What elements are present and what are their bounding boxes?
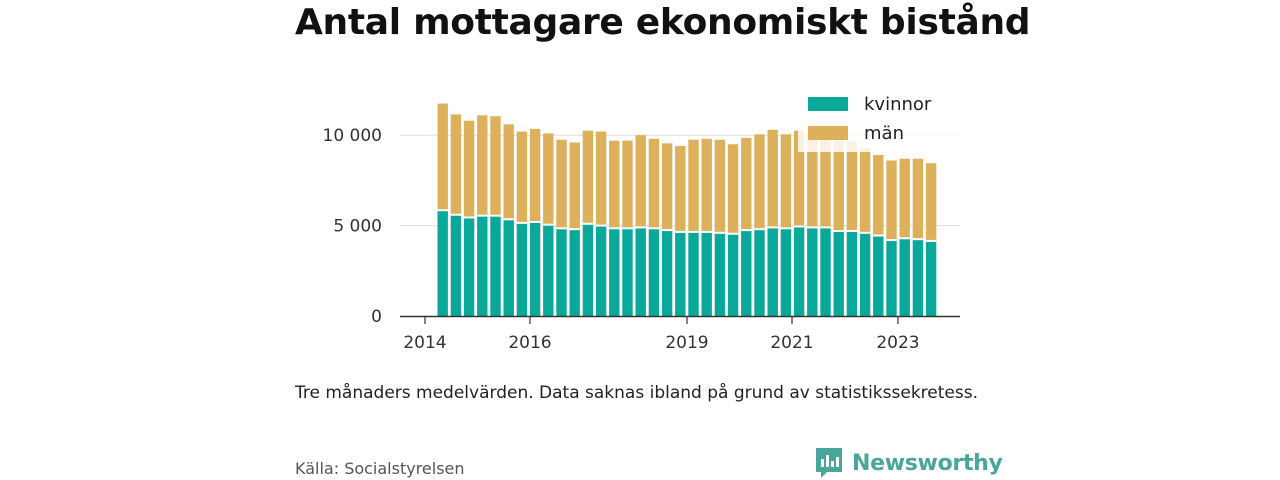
bar-man bbox=[780, 134, 792, 229]
bar-kvinnor bbox=[543, 224, 554, 316]
x-tick-label: 2019 bbox=[665, 333, 708, 353]
bar-man bbox=[793, 130, 805, 227]
chart-note: Tre månaders medelvärden. Data saknas ib… bbox=[295, 383, 978, 403]
bar-kvinnor bbox=[556, 228, 567, 316]
bar-kvinnor bbox=[912, 239, 924, 316]
source-credit: Källa: Socialstyrelsen bbox=[295, 459, 465, 478]
brand-name: Newsworthy bbox=[852, 450, 1003, 476]
bar-kvinnor bbox=[661, 230, 673, 316]
bar-kvinnor bbox=[463, 217, 475, 316]
bar-kvinnor bbox=[899, 238, 910, 316]
legend: kvinnor män bbox=[798, 86, 960, 152]
y-tick-label: 10 000 bbox=[323, 126, 382, 146]
bar-kvinnor bbox=[873, 235, 884, 316]
newsworthy-logo-icon bbox=[816, 448, 842, 478]
bar-kvinnor bbox=[688, 231, 699, 316]
x-tick-label: 2016 bbox=[508, 333, 551, 353]
bar-kvinnor bbox=[741, 230, 752, 316]
bar-man bbox=[925, 163, 937, 241]
x-tick-label: 2021 bbox=[770, 333, 813, 353]
bar-kvinnor bbox=[675, 231, 686, 316]
y-tick-label: 0 bbox=[371, 307, 382, 327]
legend-item-kvinnor-label: kvinnor bbox=[864, 94, 932, 115]
bar-man bbox=[437, 103, 448, 211]
bar-man bbox=[543, 133, 554, 225]
bar-kvinnor bbox=[754, 229, 765, 316]
bar-man bbox=[846, 141, 858, 232]
bar-man bbox=[754, 134, 765, 230]
bar-man bbox=[529, 128, 541, 222]
bar-kvinnor bbox=[609, 228, 620, 316]
bar-man bbox=[833, 140, 844, 232]
bar-kvinnor bbox=[793, 226, 805, 316]
bar-kvinnor bbox=[450, 214, 462, 316]
bar-man bbox=[490, 116, 501, 216]
bar-man bbox=[701, 138, 712, 232]
bar-man bbox=[873, 155, 884, 236]
legend-item-kvinnor-swatch bbox=[808, 97, 848, 111]
bar-kvinnor bbox=[780, 228, 792, 316]
bar-man bbox=[503, 124, 514, 220]
bar-man bbox=[899, 158, 910, 239]
bar-man bbox=[675, 146, 686, 232]
bar-kvinnor bbox=[714, 232, 726, 316]
bar-man bbox=[912, 158, 924, 240]
axes: 0 5 000 10 000 2014 2016 2019 2021 2023 bbox=[323, 126, 960, 353]
bar-kvinnor bbox=[701, 231, 712, 316]
bar-kvinnor bbox=[503, 219, 514, 316]
bar-kvinnor bbox=[437, 210, 448, 316]
bar-man bbox=[807, 133, 818, 228]
bar-kvinnor bbox=[516, 222, 528, 316]
bar-kvinnor bbox=[490, 215, 501, 316]
bar-man bbox=[820, 137, 831, 228]
bar-kvinnor bbox=[582, 223, 594, 316]
x-tick-label: 2014 bbox=[403, 333, 446, 353]
bar-man bbox=[569, 142, 580, 230]
brand-logo[interactable]: Newsworthy bbox=[814, 446, 1003, 480]
bar-man bbox=[886, 160, 897, 241]
bar-man bbox=[582, 130, 594, 224]
bar-man bbox=[767, 129, 778, 228]
bar-kvinnor bbox=[807, 227, 818, 316]
bar-man bbox=[556, 139, 567, 229]
bar-kvinnor bbox=[569, 229, 580, 316]
bar-man bbox=[463, 120, 475, 218]
bar-kvinnor bbox=[595, 225, 607, 316]
legend-item-man-swatch bbox=[808, 126, 848, 140]
bar-man bbox=[635, 135, 646, 228]
bar-man bbox=[595, 131, 607, 226]
bar-man bbox=[661, 143, 673, 231]
bar-kvinnor bbox=[635, 227, 646, 316]
bar-man bbox=[622, 140, 633, 229]
bar-man bbox=[516, 131, 528, 223]
bar-kvinnor bbox=[886, 240, 897, 316]
x-tick-label: 2023 bbox=[876, 333, 919, 353]
bar-kvinnor bbox=[925, 240, 937, 316]
bar-kvinnor bbox=[727, 233, 739, 316]
bar-kvinnor bbox=[767, 227, 778, 316]
bar-kvinnor bbox=[529, 221, 541, 316]
bar-man bbox=[741, 137, 752, 231]
y-tick-label: 5 000 bbox=[333, 217, 382, 237]
bar-man bbox=[477, 115, 488, 216]
bar-man bbox=[688, 139, 699, 232]
bar-man bbox=[648, 138, 660, 229]
bar-kvinnor bbox=[833, 231, 844, 316]
bars bbox=[437, 103, 937, 316]
bar-kvinnor bbox=[859, 232, 871, 316]
bar-kvinnor bbox=[846, 231, 858, 316]
bar-man bbox=[714, 139, 726, 233]
bar-man bbox=[859, 147, 871, 233]
bar-kvinnor bbox=[622, 228, 633, 316]
chart-title: Antal mottagare ekonomiskt bistånd bbox=[295, 2, 1031, 43]
bar-man bbox=[450, 114, 462, 215]
legend-item-man-label: män bbox=[864, 123, 904, 144]
bar-man bbox=[609, 140, 620, 229]
bar-man bbox=[727, 144, 739, 234]
bar-kvinnor bbox=[648, 228, 660, 316]
bar-kvinnor bbox=[477, 215, 488, 316]
bar-kvinnor bbox=[820, 227, 831, 316]
